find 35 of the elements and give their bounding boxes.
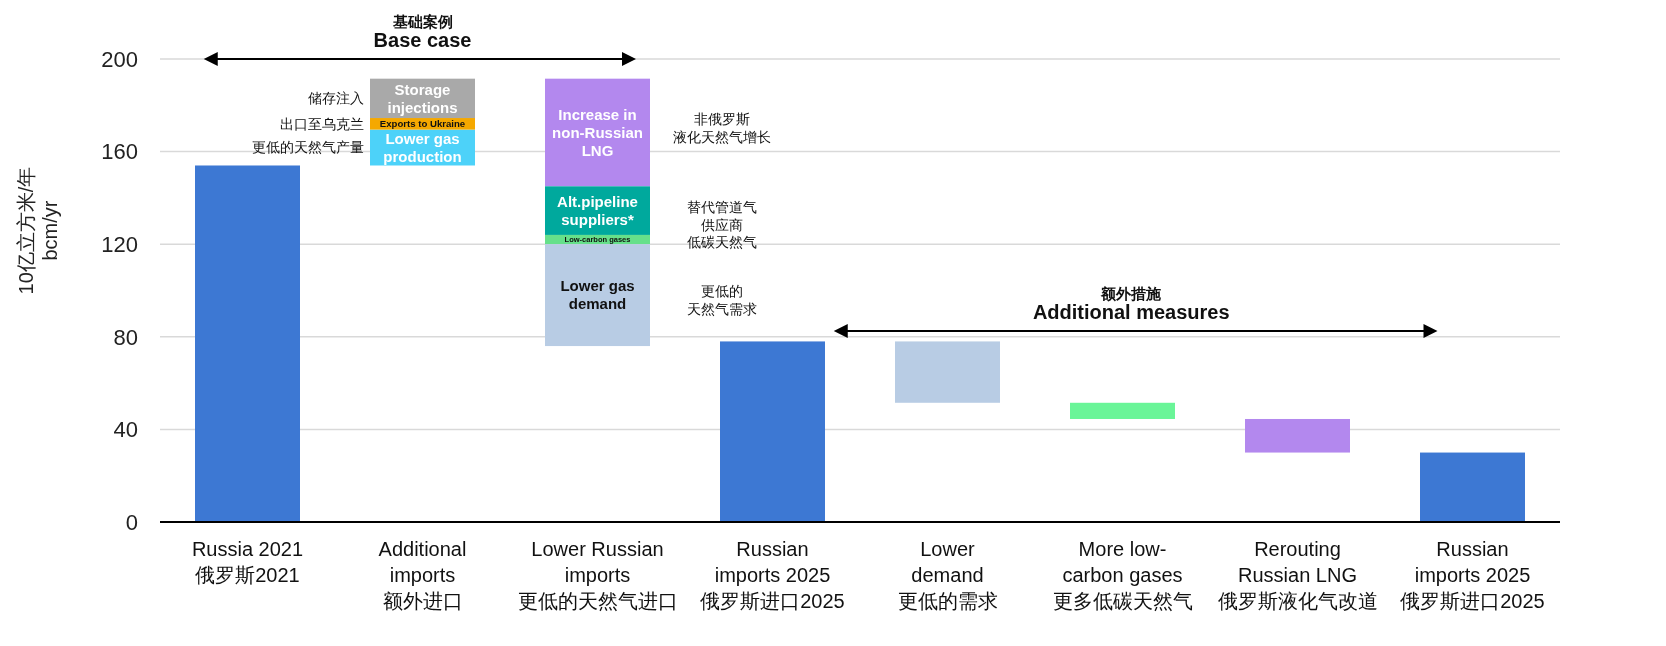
series-label: Lower gas production [383,129,462,165]
x-tick-label: Lower demand 更低的需求 [897,538,998,612]
bar [195,165,300,522]
x-tick-label: Rerouting Russian LNG 俄罗斯液化气改道 [1217,538,1378,612]
bar [1070,402,1175,419]
series-label: Exports to Ukraine [379,118,466,130]
annotation: 替代管道气供应商 [687,199,757,234]
y-tick-label: 80 [113,324,138,350]
x-tick-label: More low- carbon gases 更多低碳天然气 [1052,538,1193,612]
series-label: Alt.pipeline suppliers* [557,192,638,228]
bar [545,244,650,347]
x-tick-label: Lower Russian imports 更低的天然气进口 [517,538,678,612]
y-tick-label: 120 [101,231,138,257]
annotation: 非俄罗斯液化天然气增长 [673,111,771,146]
x-tick-label: Russia 2021 俄罗斯2021 [191,538,304,586]
annotation: 出口至乌克兰 [280,115,364,132]
annotation: 更低的天然气需求 [687,282,757,317]
y-tick-label: 40 [113,417,138,443]
series-label: Lower gas demand [560,277,635,313]
x-tick-label: Additional imports 额外进口 [378,538,467,612]
annotation: 低碳天然气 [687,233,757,250]
series-label: Storage injections [387,80,458,116]
bar [1420,452,1525,522]
series-label: Increase in non-Russian LNG [552,105,643,159]
annotation: 额外措施 Additional measures [1032,285,1230,324]
bar [720,341,825,522]
y-axis-title: 10亿立方米/年 bcm/yr [15,166,61,295]
y-tick-label: 160 [101,139,138,165]
x-tick-label: Russian imports 2025 俄罗斯进口2025 [700,538,845,612]
y-tick-label: 0 [125,509,138,535]
x-tick-label: Russian imports 2025 俄罗斯进口2025 [1400,538,1545,612]
text: 基础案例 Base case [373,13,472,51]
annotation: 更低的天然气产量 [252,138,364,155]
y-tick-label: 200 [101,46,138,72]
annotation: 储存注入 [308,90,364,107]
